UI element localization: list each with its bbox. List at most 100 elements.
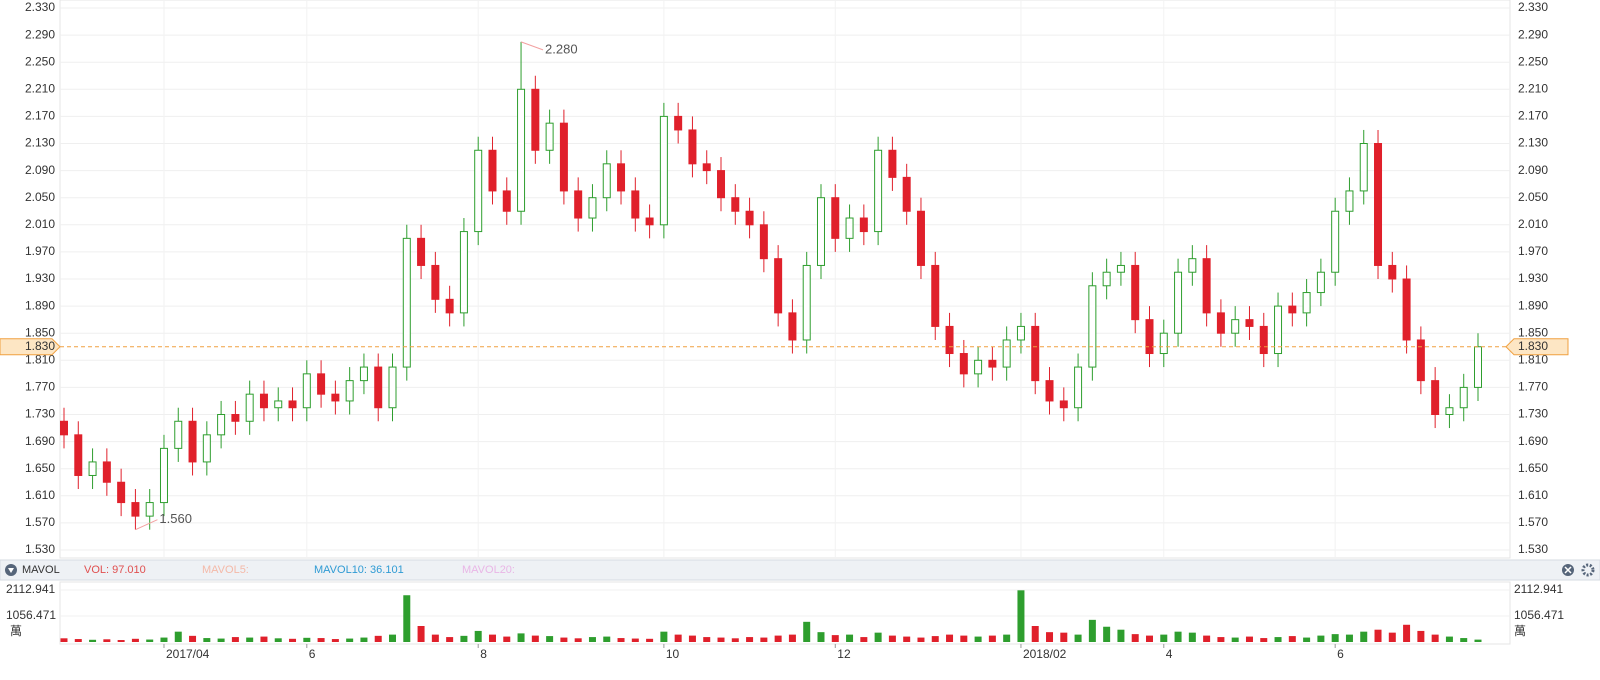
settings-icon[interactable] (1581, 563, 1595, 577)
candle-body (188, 420, 197, 463)
candle-body (517, 88, 526, 212)
annotation-leader (135, 519, 158, 531)
volume-bar (1203, 635, 1211, 642)
y-tick-label: 1.850 (25, 325, 55, 339)
annotation-label: 2.280 (545, 41, 578, 56)
volume-bar (1160, 634, 1168, 642)
candle-body (474, 149, 483, 233)
candle-body (631, 190, 640, 219)
candle-body (859, 217, 868, 233)
candle-body (988, 359, 997, 368)
candle-body (431, 264, 440, 300)
volume-bar (1103, 626, 1111, 642)
candle-body (1145, 319, 1154, 355)
volume-bar (488, 634, 496, 642)
candle-body (88, 461, 97, 476)
volume-bar (888, 635, 896, 642)
volume-bar (931, 636, 939, 642)
volume-bar (131, 638, 139, 642)
candle-body (845, 217, 854, 239)
y-tick-label: 2.250 (25, 54, 55, 68)
y-tick-label-right: 1.930 (1518, 271, 1548, 285)
candle-body (831, 197, 840, 239)
y-tick-label-right: 1.530 (1518, 542, 1548, 556)
y-tick-label-right: 2.330 (1518, 0, 1548, 14)
y-tick-label-right: 1.730 (1518, 407, 1548, 421)
volume-bar (403, 595, 411, 642)
candle-body (802, 264, 811, 341)
candle-body (459, 231, 468, 314)
volume-bar (660, 631, 668, 642)
x-tick-label: 8 (480, 647, 487, 661)
y-tick-label-right: 2.050 (1518, 190, 1548, 204)
current-price-label-right: 1.830 (1518, 339, 1548, 353)
vol-label: VOL: 97.010 (84, 564, 146, 576)
candle-body (888, 149, 897, 178)
volume-bar (474, 630, 482, 642)
candle-body (745, 210, 754, 226)
volume-bar (431, 634, 439, 642)
candle-body (645, 217, 654, 226)
volume-bar (788, 634, 796, 642)
volume-bar (831, 635, 839, 642)
volume-bar (1317, 635, 1325, 642)
volume-tick-label: 1056.471 (6, 608, 56, 622)
candle-body (117, 481, 126, 504)
candle-body (1088, 285, 1097, 368)
volume-bar (1403, 624, 1411, 642)
volume-bar (1188, 632, 1196, 642)
x-tick-label: 12 (837, 647, 851, 661)
candle-body (959, 353, 968, 375)
volume-bar (60, 638, 68, 642)
volume-bar (74, 639, 82, 642)
candle-body (1188, 258, 1197, 273)
current-price-label: 1.830 (25, 339, 55, 353)
x-tick-label: 2017/04 (166, 647, 210, 661)
volume-bar (1474, 639, 1482, 642)
candle-body (60, 420, 68, 436)
candle-body (559, 122, 568, 192)
y-tick-label-right: 2.130 (1518, 136, 1548, 150)
current-price-tag-right (1505, 338, 1569, 356)
volume-bar (1360, 631, 1368, 642)
volume-bar (1131, 634, 1139, 642)
candle-body (74, 434, 83, 476)
y-tick-label-right: 2.210 (1518, 81, 1548, 95)
volume-bar (1060, 632, 1068, 642)
volume-bar (574, 638, 582, 642)
volume-bar (1074, 634, 1082, 642)
y-tick-label-right: 1.850 (1518, 325, 1548, 339)
candle-body (159, 447, 168, 504)
candle-body (731, 197, 740, 212)
volume-bar (860, 637, 868, 642)
x-tick-label: 6 (309, 647, 316, 661)
volume-bar (317, 638, 325, 642)
volume-bar (289, 638, 297, 642)
candle-body (788, 312, 797, 341)
volume-bar (231, 637, 239, 642)
volume-bar (203, 638, 211, 642)
volume-bar (560, 637, 568, 642)
candle-body (1345, 190, 1354, 212)
candle-body (902, 176, 911, 212)
volume-bar (346, 638, 354, 642)
y-tick-label-right: 2.290 (1518, 27, 1548, 41)
volume-bar (1088, 619, 1096, 642)
candle-body (974, 359, 983, 375)
volume-pane (59, 581, 1511, 645)
y-tick-label-right: 2.170 (1518, 109, 1548, 123)
volume-bar (960, 635, 968, 642)
candle-body (317, 373, 326, 395)
volume-tick-label-right: 2112.941 (1514, 582, 1563, 596)
candle-body (402, 237, 411, 368)
volume-bar (460, 635, 468, 642)
volume-bar (174, 631, 182, 642)
volume-bar (774, 635, 782, 642)
candle-body (1202, 258, 1211, 314)
mavol5-label: MAVOL5: (202, 564, 249, 576)
volume-bar (946, 634, 954, 642)
candle-body (1259, 325, 1268, 355)
volume-bar (303, 637, 311, 642)
candle-body (759, 224, 768, 260)
volume-bar (246, 637, 254, 642)
